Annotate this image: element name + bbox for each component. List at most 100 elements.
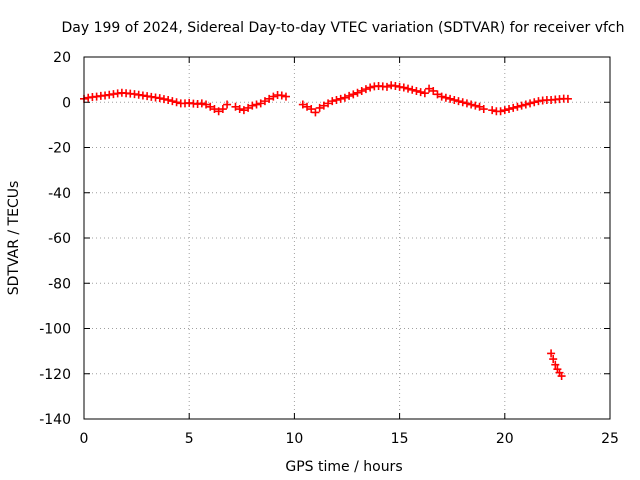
y-tick-label: 0 — [62, 95, 71, 111]
data-point — [248, 101, 257, 110]
data-point — [526, 99, 535, 108]
data-point — [357, 86, 366, 95]
data-point — [462, 99, 471, 108]
data-point — [500, 106, 509, 115]
data-point — [214, 107, 223, 116]
data-point — [437, 92, 446, 101]
data-point — [416, 88, 425, 97]
data-point — [307, 105, 316, 114]
data-point — [366, 83, 375, 92]
chart-title: Day 199 of 2024, Sidereal Day-to-day VTE… — [61, 20, 624, 36]
data-point — [454, 97, 463, 106]
data-point — [513, 102, 522, 111]
data-point — [399, 83, 408, 92]
data-point — [172, 98, 181, 107]
data-point — [408, 85, 417, 94]
data-point — [218, 105, 227, 114]
data-point — [244, 103, 253, 112]
data-point — [265, 94, 274, 103]
data-point — [450, 95, 459, 104]
data-point — [345, 91, 354, 100]
data-point — [256, 99, 265, 108]
data-point — [340, 93, 349, 102]
data-point — [298, 100, 307, 109]
data-point — [517, 101, 526, 110]
y-axis-label: SDTVAR / TECUs — [6, 181, 22, 296]
data-point — [471, 101, 480, 110]
data-point — [311, 108, 320, 117]
x-tick-label: 10 — [285, 431, 303, 447]
data-point — [505, 105, 514, 114]
data-point — [315, 103, 324, 112]
data-point — [458, 98, 467, 107]
data-point — [239, 106, 248, 115]
data-point — [547, 349, 556, 358]
data-point — [324, 99, 333, 108]
data-point — [441, 93, 450, 102]
data-point — [425, 84, 434, 93]
data-point — [412, 86, 421, 95]
y-tick-label: -140 — [39, 412, 71, 428]
x-tick-label: 25 — [601, 431, 619, 447]
data-point — [549, 355, 558, 364]
data-point — [391, 81, 400, 90]
data-point — [446, 94, 455, 103]
data-point — [231, 102, 240, 111]
x-tick-label: 0 — [80, 431, 89, 447]
data-point — [168, 97, 177, 106]
data-point — [260, 97, 269, 106]
data-point — [475, 102, 484, 111]
data-point — [210, 105, 219, 114]
data-point — [488, 106, 497, 115]
y-tick-label: -80 — [48, 276, 71, 292]
x-tick-label: 5 — [185, 431, 194, 447]
data-point — [557, 372, 566, 381]
data-point — [353, 88, 362, 97]
data-point — [206, 102, 215, 111]
data-points — [80, 81, 572, 381]
data-point — [223, 100, 232, 109]
data-point — [269, 92, 278, 101]
data-point — [509, 103, 518, 112]
data-point — [252, 100, 261, 109]
data-point — [433, 90, 442, 99]
y-tick-label: -60 — [48, 231, 71, 247]
grid — [84, 57, 610, 419]
axis-ticks: 20 0 -20 -40 -60 -80 -100 -120 -140 0 5 10 15 20 25 — [39, 50, 619, 447]
data-point — [467, 100, 476, 109]
data-point — [202, 100, 211, 109]
data-point — [328, 97, 337, 106]
data-point — [235, 105, 244, 114]
y-tick-label: -40 — [48, 186, 71, 202]
data-point — [277, 91, 286, 100]
x-tick-label: 20 — [496, 431, 514, 447]
data-point — [404, 84, 413, 93]
data-point — [336, 94, 345, 103]
y-tick-label: 20 — [53, 50, 71, 66]
data-point — [197, 99, 206, 108]
data-point — [319, 101, 328, 110]
data-point — [382, 82, 391, 91]
y-tick-label: -120 — [39, 367, 71, 383]
data-point — [530, 98, 539, 107]
x-axis-label: GPS time / hours — [285, 459, 402, 475]
data-point — [429, 86, 438, 95]
data-point — [563, 94, 572, 103]
data-point — [521, 100, 530, 109]
x-tick-label: 15 — [391, 431, 409, 447]
data-point — [420, 89, 429, 98]
data-point — [155, 94, 164, 103]
data-point — [281, 92, 290, 101]
data-point — [159, 95, 168, 104]
y-tick-label: -100 — [39, 322, 71, 338]
data-point — [551, 360, 560, 369]
data-point — [361, 85, 370, 94]
data-point — [303, 102, 312, 111]
data-point — [164, 95, 173, 104]
y-tick-label: -20 — [48, 141, 71, 157]
data-point — [349, 90, 358, 99]
data-point — [332, 95, 341, 104]
plot-frame — [83, 56, 611, 420]
data-point — [496, 107, 505, 116]
